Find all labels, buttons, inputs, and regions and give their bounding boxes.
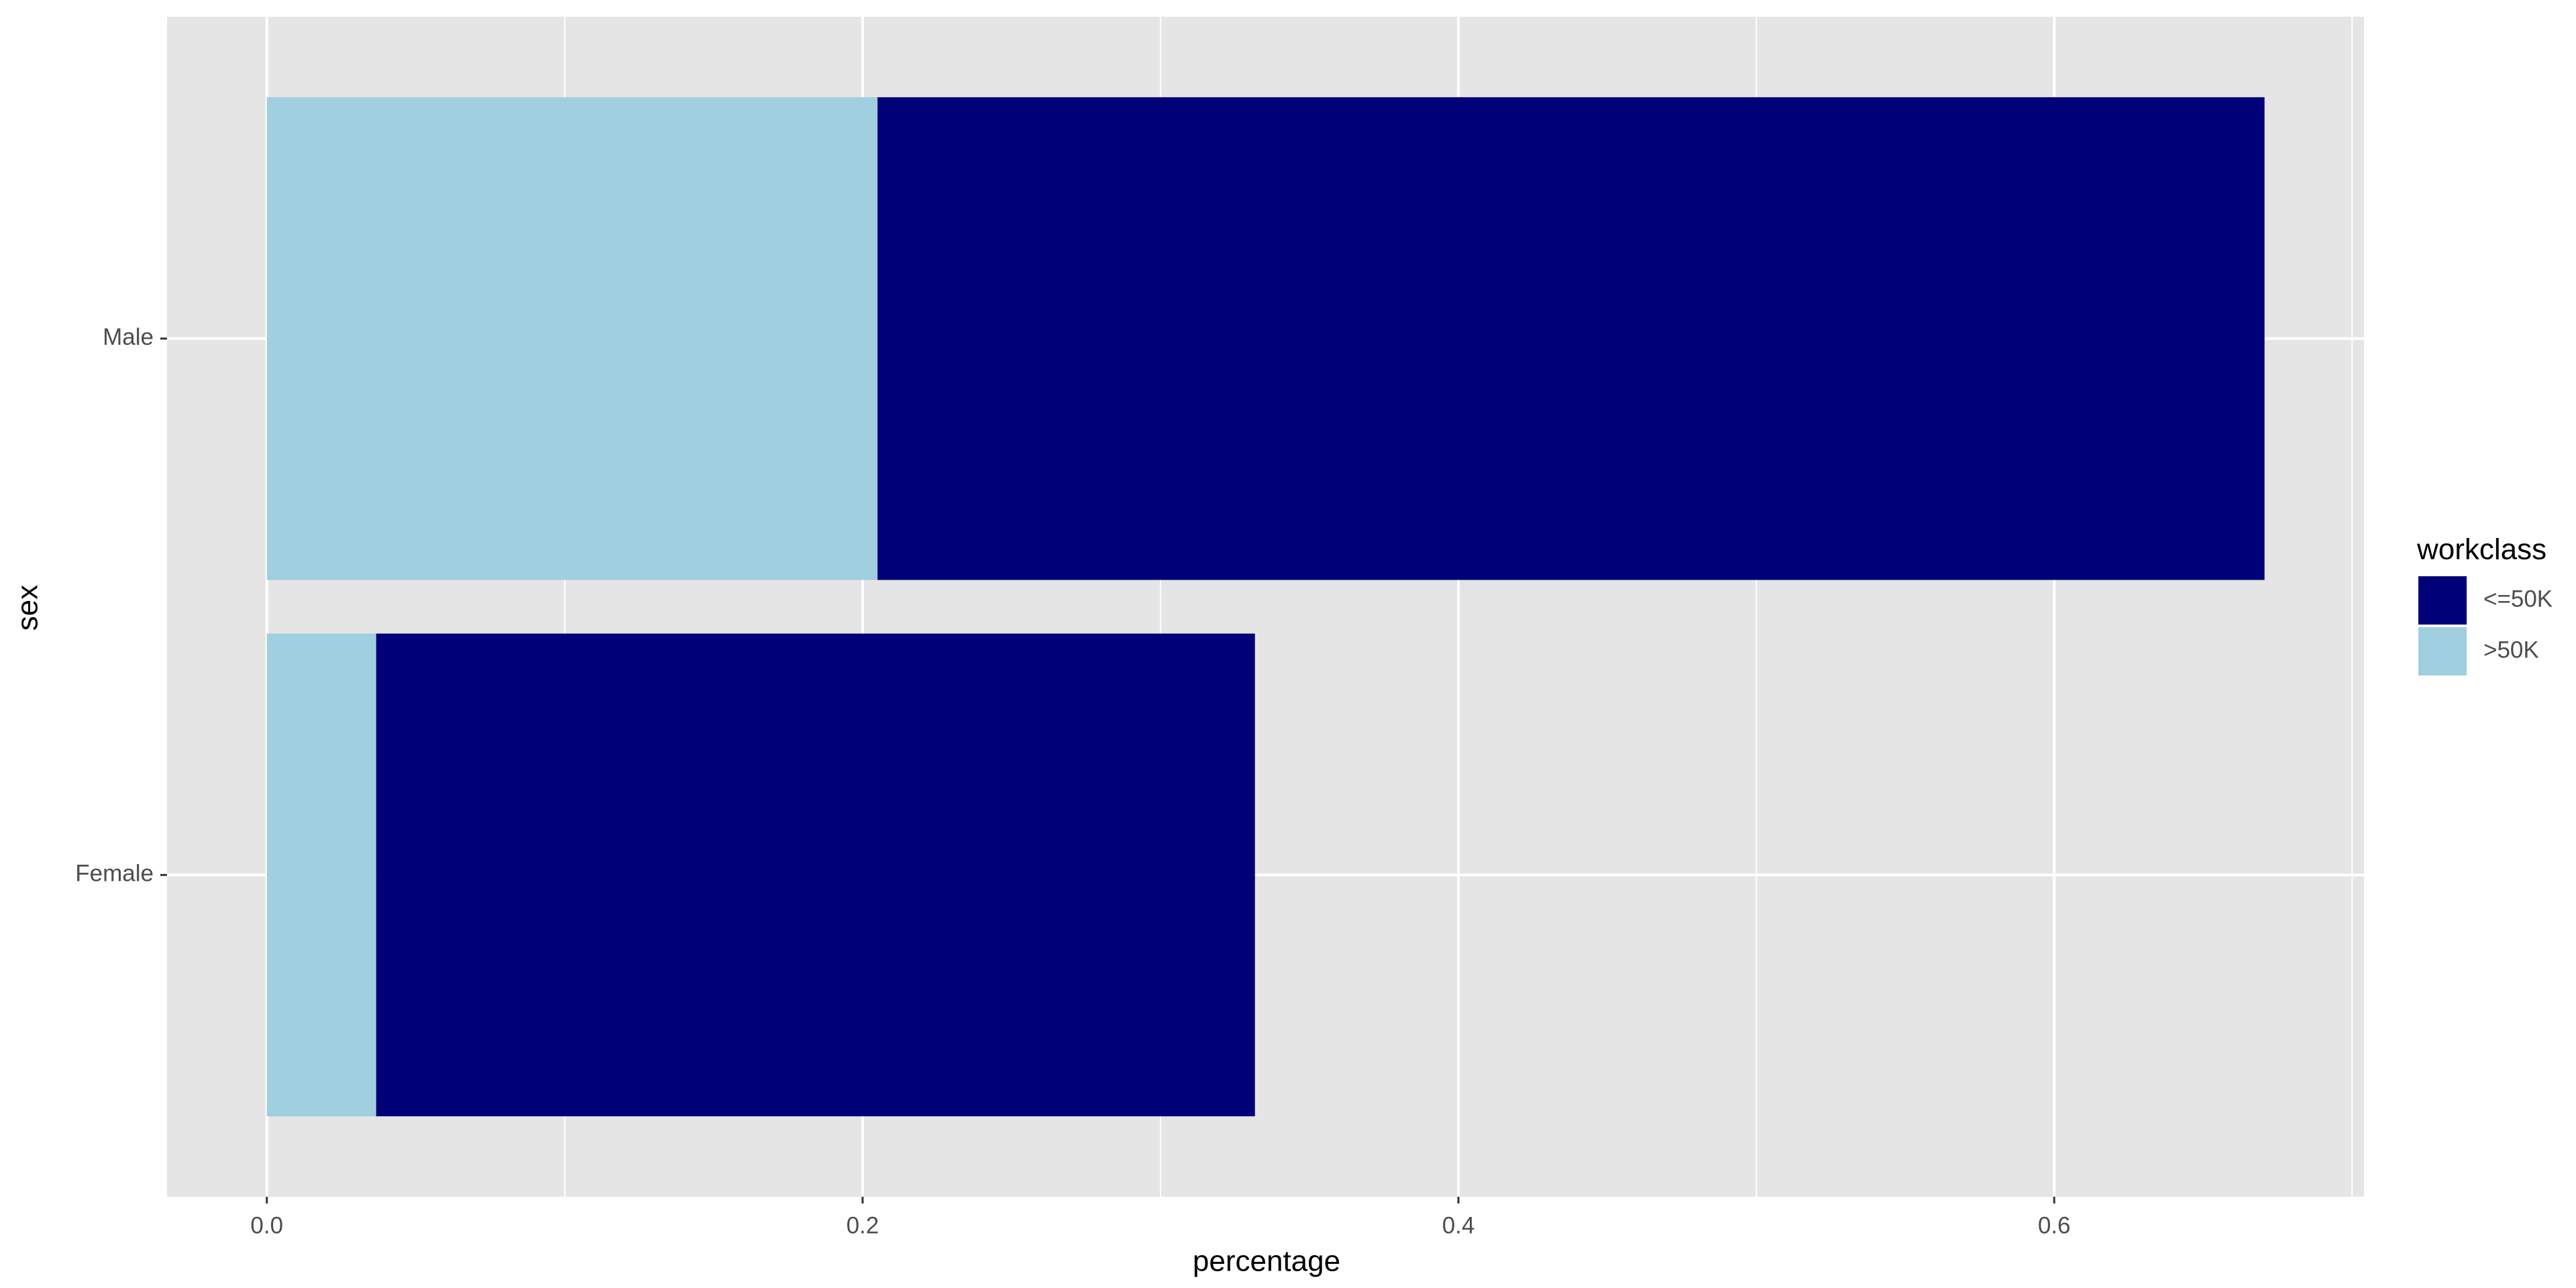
x-tick-label: 0.0 — [250, 1212, 283, 1238]
y-tick-label: Female — [75, 861, 154, 887]
y-axis-title: sex — [11, 585, 44, 631]
legend-title: workclass — [2416, 533, 2546, 566]
x-tick-label: 0.6 — [2038, 1212, 2071, 1238]
y-tick-label: Male — [103, 324, 154, 350]
bar-segment — [266, 633, 376, 1117]
x-axis-title: percentage — [1193, 1245, 1340, 1278]
bar-segment — [376, 633, 1255, 1117]
legend-key — [2418, 576, 2467, 625]
bar-segment — [266, 97, 878, 580]
bar-segment — [877, 97, 2265, 580]
legend-label: <=50K — [2483, 586, 2553, 612]
legend-key — [2418, 627, 2467, 676]
legend-label: >50K — [2483, 637, 2539, 663]
x-tick-label: 0.2 — [847, 1212, 879, 1238]
x-tick-label: 0.4 — [1442, 1212, 1475, 1238]
